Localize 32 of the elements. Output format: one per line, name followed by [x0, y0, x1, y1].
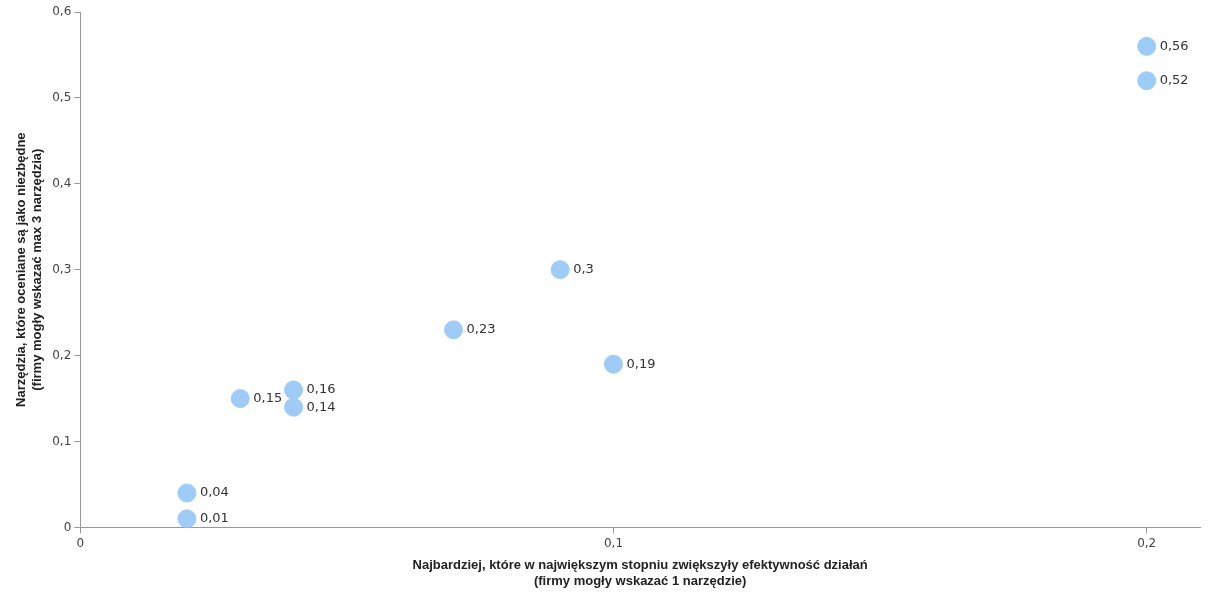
data-label: 0,14: [306, 398, 336, 414]
y-axis-title: Narzędzia, które oceniane są jako niezbędne (firmy mogły wskazać max 3 narzędzia): [13, 132, 44, 407]
data-label: 0,52: [1159, 72, 1189, 88]
x-axis-title: Najbardziej, które w największym stopniu zwiększyły efektywność działań (firmy mogły wskazać 1 narzędzie): [412, 557, 868, 588]
point: [230, 389, 250, 409]
x-tick-label: 0: [76, 535, 85, 550]
y-tick-label: 0,3: [52, 261, 72, 276]
y-tick-label: 0,5: [52, 90, 72, 105]
point: [444, 320, 464, 340]
point: [1137, 36, 1157, 56]
x-tick-label: 0,1: [603, 535, 624, 550]
data-label: 0,56: [1159, 37, 1189, 53]
y-tick-label: 0,4: [52, 175, 72, 190]
data-label: 0,23: [466, 321, 496, 337]
data-label: 0,16: [306, 381, 336, 397]
y-tick-label: 0,1: [52, 433, 72, 448]
y-tick-label: 0,2: [52, 347, 72, 362]
point: [284, 380, 304, 400]
point: [603, 354, 623, 374]
y-tick-label: 0: [63, 519, 72, 534]
data-label: 0,15: [253, 389, 283, 405]
data-label: 0,04: [199, 484, 229, 500]
data-label: 0,19: [626, 355, 656, 371]
point: [177, 483, 197, 503]
y-tick-label: 0,6: [52, 4, 72, 19]
point: [550, 260, 570, 280]
data-label: 0,01: [199, 510, 229, 526]
x-tick-label: 0,2: [1137, 535, 1157, 550]
point: [1137, 71, 1157, 91]
point: [177, 509, 197, 528]
data-label: 0,3: [573, 261, 594, 277]
point: [284, 397, 304, 417]
